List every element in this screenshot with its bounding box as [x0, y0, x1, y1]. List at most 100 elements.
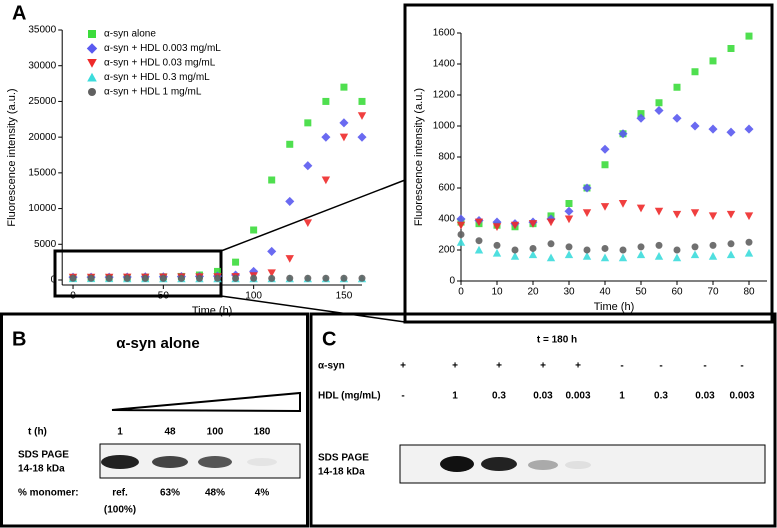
x-tick-label: 10	[491, 287, 503, 298]
point	[340, 274, 348, 282]
y-tick-label: 0	[51, 275, 57, 286]
point	[582, 209, 592, 217]
point	[744, 212, 754, 221]
y-tick-label: 0	[449, 276, 455, 287]
legend-marker	[87, 72, 97, 82]
point	[528, 220, 538, 228]
point	[456, 238, 466, 246]
x-tick-label: 50	[635, 287, 647, 298]
legend-label: α-syn + HDL 1 mg/mL	[104, 87, 202, 98]
x-tick-label: 0	[70, 291, 76, 302]
point	[474, 245, 484, 254]
y-tick-label: 35000	[28, 25, 56, 36]
point	[655, 99, 663, 107]
point	[321, 176, 331, 185]
point	[250, 274, 258, 282]
point	[303, 219, 313, 228]
point	[492, 223, 502, 231]
point	[547, 240, 555, 248]
point	[618, 129, 628, 139]
point	[268, 176, 276, 184]
point	[654, 207, 664, 216]
gel-band	[440, 456, 474, 472]
syn-sign: +	[496, 361, 502, 372]
point	[358, 274, 366, 282]
monomer-value: 4%	[255, 488, 270, 499]
hdl-conc: 0.03	[533, 391, 553, 402]
point	[357, 132, 367, 142]
main-chart: 0 50 100 150 0 5000 10000 15000 20000 25000 30000 3…	[6, 25, 367, 317]
point	[249, 266, 259, 276]
gel-band	[528, 460, 558, 470]
point	[285, 196, 295, 206]
point	[528, 250, 538, 259]
point	[303, 161, 313, 171]
point	[267, 269, 276, 278]
point	[672, 253, 682, 262]
point	[456, 221, 466, 230]
point	[690, 209, 700, 217]
x-tick-label: 150	[336, 291, 353, 302]
y-axis-title: Fluorescence intensity (a.u.)	[413, 88, 425, 226]
syn-sign: -	[659, 361, 662, 372]
point	[745, 32, 753, 40]
point	[637, 243, 645, 251]
point	[636, 204, 646, 213]
row-label: HDL (mg/mL)	[318, 391, 381, 402]
hdl-conc: 0.03	[695, 391, 715, 402]
point	[582, 252, 592, 260]
point	[105, 274, 113, 282]
hdl-conc: 0.3	[492, 391, 506, 402]
row-label: % monomer:	[18, 488, 79, 499]
point	[339, 118, 349, 128]
point	[654, 105, 664, 116]
point	[286, 140, 294, 148]
x-tick-label: 60	[671, 287, 683, 298]
y-tick-label: 10000	[28, 203, 56, 214]
point	[322, 97, 330, 105]
time-label: 1	[117, 427, 123, 438]
gel-band	[481, 457, 517, 471]
x-tick-label: 80	[743, 287, 755, 298]
point	[285, 255, 294, 263]
hdl-conc: -	[401, 391, 404, 402]
point	[456, 214, 466, 224]
y-tick-label: 20000	[28, 132, 56, 143]
y-tick-label: 800	[438, 152, 455, 163]
point	[745, 238, 753, 246]
point	[690, 121, 700, 131]
point	[232, 274, 240, 282]
point	[195, 274, 203, 282]
point	[618, 253, 628, 262]
hdl-conc: 0.003	[565, 391, 590, 402]
legend-marker	[86, 43, 98, 54]
point	[727, 45, 735, 52]
point	[322, 274, 330, 282]
panel-frame	[0, 312, 309, 528]
inset-chart: 0 10 20 30 40 50 60 70 8002004006008001000120014…	[413, 28, 767, 313]
x-tick-label: 0	[458, 287, 464, 298]
point	[691, 243, 699, 251]
point	[726, 210, 736, 219]
monomer-value: 63%	[160, 488, 180, 499]
point	[565, 200, 573, 207]
y-tick-label: 5000	[34, 239, 57, 250]
panel-label: A	[12, 2, 26, 24]
x-tick-label: 40	[599, 287, 611, 298]
point	[492, 248, 502, 257]
x-axis-title: Time (h)	[594, 301, 635, 313]
point	[672, 113, 682, 123]
point	[564, 206, 574, 216]
point	[637, 110, 645, 118]
point	[214, 274, 222, 282]
syn-sign: -	[620, 361, 623, 372]
x-tick-label: 50	[158, 291, 170, 302]
point	[654, 252, 664, 260]
connector	[220, 179, 406, 252]
point	[87, 274, 95, 282]
point	[69, 274, 77, 282]
point	[582, 183, 592, 193]
monomer-value: ref.	[112, 488, 128, 499]
panel-frame	[309, 312, 777, 528]
